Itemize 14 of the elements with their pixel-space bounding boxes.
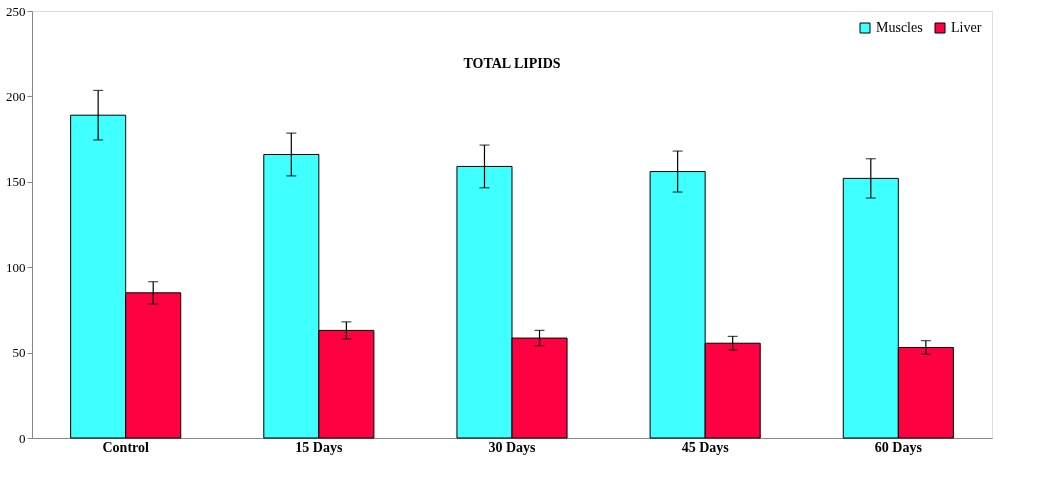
text: TOTAL LIPIDS bbox=[463, 56, 561, 71]
x-tick-label: 15 Days bbox=[295, 439, 343, 455]
y-tick-label: 0 bbox=[19, 430, 26, 446]
y-tick-label: 150 bbox=[6, 174, 26, 190]
legend-label: Muscles bbox=[876, 20, 923, 35]
y-tick-label: 50 bbox=[12, 345, 26, 361]
x-tick-label: Control bbox=[102, 439, 149, 455]
y-tick-label: 100 bbox=[6, 259, 26, 275]
y-tick-label: 250 bbox=[6, 3, 26, 19]
legend-label: Liver bbox=[951, 20, 982, 35]
x-tick-label: 45 Days bbox=[681, 439, 730, 455]
y-tick-label: 200 bbox=[6, 88, 26, 104]
x-tick-label: 30 Days bbox=[488, 439, 537, 455]
x-tick-label: 60 Days bbox=[874, 439, 923, 455]
